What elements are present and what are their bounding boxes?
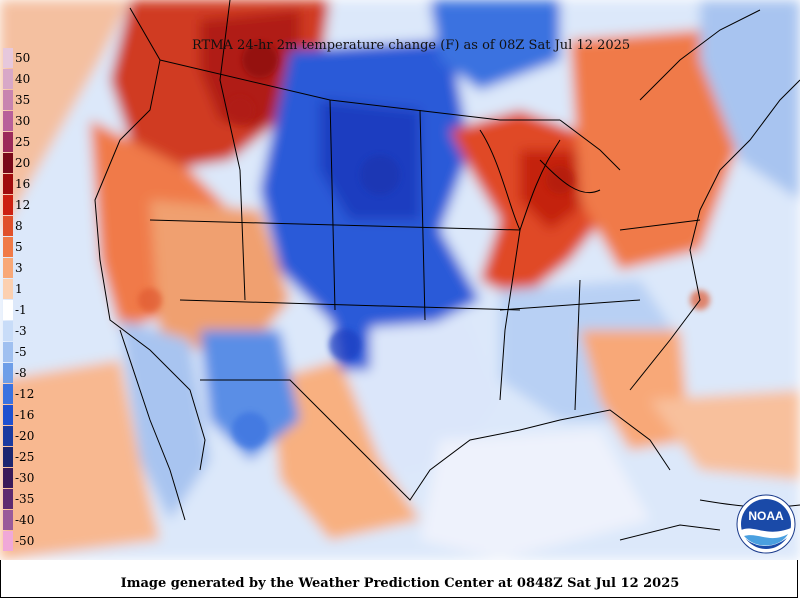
legend-swatch [3,468,13,488]
legend-item: -3 [3,321,41,341]
legend-item: -1 [3,300,41,320]
footer-credit: Image generated by the Weather Predictio… [120,576,680,591]
map-title: RTMA 24-hr 2m temperature change (F) as … [192,38,631,53]
legend-label: -1 [15,303,27,317]
legend-swatch [3,489,13,509]
color-legend: 50 40 35 30 25 20 16 12 8 5 3 1 -1 -3 -5 -8 -12 -16 -20 -25… [3,48,41,558]
legend-swatch [3,300,13,320]
legend-label: -12 [15,387,35,401]
legend-label: -5 [15,345,27,359]
legend-item: 16 [3,174,41,194]
legend-item: -25 [3,447,41,467]
noaa-logo-text: NOAA [748,509,784,523]
legend-swatch [3,90,13,110]
boundary-lines [94,0,800,541]
temperature-field [0,0,800,560]
legend-label: 25 [15,135,31,149]
temperature-change-map [0,0,800,560]
legend-item: 35 [3,90,41,110]
legend-label: -8 [15,366,27,380]
legend-item: -30 [3,468,41,488]
legend-label: -30 [15,471,35,485]
legend-item: -12 [3,384,41,404]
legend-label: -40 [15,513,35,527]
legend-item: 40 [3,69,41,89]
legend-label: -20 [15,429,35,443]
legend-swatch [3,237,13,257]
legend-label: 35 [15,93,31,107]
legend-item: -5 [3,342,41,362]
legend-swatch [3,111,13,131]
legend-label: -50 [15,534,35,548]
legend-swatch [3,216,13,236]
legend-swatch [3,510,13,530]
legend-label: 30 [15,114,31,128]
legend-item: -40 [3,510,41,530]
legend-swatch [3,174,13,194]
legend-label: -25 [15,450,35,464]
legend-item: 25 [3,132,41,152]
legend-swatch [3,342,13,362]
legend-label: -16 [15,408,35,422]
legend-swatch [3,321,13,341]
legend-item: -35 [3,489,41,509]
legend-item: 50 [3,48,41,68]
legend-item: -50 [3,531,41,551]
legend-item: 30 [3,111,41,131]
legend-label: 5 [15,240,23,254]
legend-swatch [3,384,13,404]
legend-label: 40 [15,72,31,86]
legend-swatch [3,531,13,551]
legend-swatch [3,153,13,173]
legend-item: 1 [3,279,41,299]
legend-swatch [3,69,13,89]
legend-item: -16 [3,405,41,425]
legend-item: 20 [3,153,41,173]
legend-label: 12 [15,198,31,212]
legend-label: 20 [15,156,31,170]
legend-label: -35 [15,492,35,506]
legend-swatch [3,279,13,299]
legend-item: 3 [3,258,41,278]
legend-label: 50 [15,51,31,65]
legend-label: -3 [15,324,27,338]
legend-swatch [3,132,13,152]
noaa-logo: NOAA [736,494,796,554]
legend-label: 1 [15,282,23,296]
legend-item: -8 [3,363,41,383]
legend-label: 8 [15,219,23,233]
legend-item: -20 [3,426,41,446]
legend-item: 12 [3,195,41,215]
legend-item: 8 [3,216,41,236]
legend-swatch [3,258,13,278]
legend-item: 5 [3,237,41,257]
legend-label: 3 [15,261,23,275]
legend-swatch [3,405,13,425]
legend-swatch [3,195,13,215]
legend-swatch [3,426,13,446]
legend-swatch [3,447,13,467]
legend-swatch [3,363,13,383]
legend-label: 16 [15,177,31,191]
legend-swatch [3,48,13,68]
